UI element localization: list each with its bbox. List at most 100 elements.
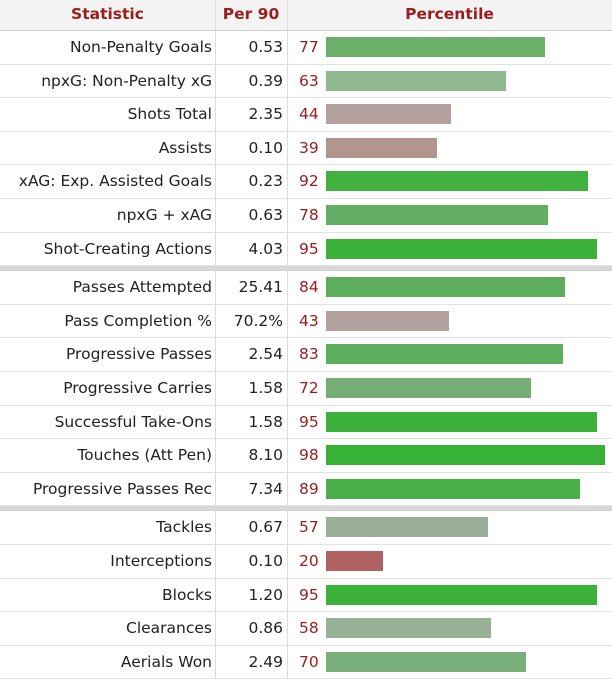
- per90-value: 2.54: [248, 345, 283, 364]
- table-row: Progressive Passes 2.54 83: [0, 338, 612, 372]
- stat-label: Passes Attempted: [72, 278, 212, 297]
- stat-label: Progressive Carries: [63, 378, 212, 397]
- percentile-bar: [326, 37, 545, 57]
- table-body: Non-Penalty Goals 0.53 77 npxG: Non-Penalty…: [0, 31, 612, 679]
- stat-label: Successful Take-Ons: [54, 412, 212, 431]
- stat-label: Non-Penalty Goals: [69, 38, 212, 56]
- group-separator: [0, 266, 612, 272]
- stat-label: npxG + xAG: [116, 205, 212, 224]
- table-row: Progressive Carries 1.58 72: [0, 372, 612, 406]
- percentile-bar: [326, 651, 526, 672]
- per90-value: 0.10: [248, 551, 283, 570]
- stat-label: Progressive Passes: [65, 345, 212, 364]
- table-row: Progressive Passes Rec 7.34 89: [0, 473, 612, 507]
- per90-value: 7.34: [248, 479, 283, 498]
- per90-value: 0.63: [248, 205, 283, 224]
- percentile-value: 43: [299, 311, 319, 330]
- table-row: Pass Completion % 70.2% 43: [0, 305, 612, 339]
- per90-value: 1.20: [248, 585, 283, 604]
- per90-value: 0.53: [248, 38, 283, 56]
- percentile-value: 44: [299, 105, 319, 124]
- percentile-value: 58: [299, 619, 319, 638]
- table-row: Clearances 0.86 58: [0, 612, 612, 646]
- per90-value: 0.23: [248, 172, 283, 191]
- stat-label: Assists: [158, 138, 212, 157]
- table-row: xAG: Exp. Assisted Goals 0.23 92: [0, 165, 612, 199]
- percentile-bar: [326, 238, 597, 259]
- percentile-value: 70: [299, 652, 319, 671]
- percentile-bar: [326, 104, 451, 125]
- per90-value: 0.10: [248, 138, 283, 157]
- percentile-bar: [326, 310, 449, 331]
- percentile-value: 63: [299, 71, 319, 90]
- percentile-value: 39: [299, 138, 319, 157]
- table-row: Non-Penalty Goals 0.53 77: [0, 31, 612, 65]
- percentile-value: 57: [299, 518, 319, 537]
- percentile-bar: [326, 344, 563, 365]
- percentile-value: 20: [299, 551, 319, 570]
- percentile-value: 78: [299, 205, 319, 224]
- stat-label: Shots Total: [127, 105, 212, 124]
- percentile-bar: [326, 171, 588, 192]
- per90-value: 8.10: [248, 446, 283, 465]
- percentile-bar: [326, 277, 565, 298]
- percentile-value: 84: [299, 278, 319, 297]
- stat-label: xAG: Exp. Assisted Goals: [18, 172, 212, 191]
- stat-label: Shot-Creating Actions: [43, 239, 212, 258]
- percentile-bar: [326, 517, 488, 538]
- percentile-bar: [326, 70, 506, 91]
- header-percentile[interactable]: Percentile: [405, 5, 494, 23]
- percentile-bar: [326, 618, 491, 639]
- percentile-bar: [326, 445, 605, 466]
- percentile-bar: [326, 137, 437, 158]
- per90-value: 0.39: [248, 71, 283, 90]
- percentile-value: 83: [299, 345, 319, 364]
- per90-value: 1.58: [248, 412, 283, 431]
- percentile-value: 95: [299, 412, 319, 431]
- per90-value: 2.35: [248, 105, 283, 124]
- per90-value: 70.2%: [233, 311, 283, 330]
- table-row: Aerials Won 2.49 70: [0, 646, 612, 679]
- column-divider: [287, 0, 288, 679]
- group-separator: [0, 506, 612, 512]
- per90-value: 2.49: [248, 652, 283, 671]
- header-per90[interactable]: Per 90: [222, 5, 280, 23]
- per90-value: 1.58: [248, 378, 283, 397]
- table-row: npxG: Non-Penalty xG 0.39 63: [0, 65, 612, 99]
- per90-value: 0.67: [248, 518, 283, 537]
- percentile-bar: [326, 411, 597, 432]
- stat-label: Interceptions: [110, 551, 212, 570]
- percentile-value: 72: [299, 378, 319, 397]
- percentile-value: 77: [299, 38, 319, 56]
- per90-value: 25.41: [238, 278, 283, 297]
- stat-label: Touches (Att Pen): [77, 446, 212, 465]
- percentile-bar: [326, 584, 597, 605]
- table-row: Shot-Creating Actions 4.03 95: [0, 233, 612, 267]
- table-row: Successful Take-Ons 1.58 95: [0, 406, 612, 440]
- stat-label: Blocks: [162, 585, 212, 604]
- table-row: Blocks 1.20 95: [0, 579, 612, 613]
- table-row: Touches (Att Pen) 8.10 98: [0, 439, 612, 473]
- percentile-value: 95: [299, 585, 319, 604]
- stat-label: Clearances: [126, 619, 212, 638]
- percentile-bar: [326, 478, 580, 499]
- per90-value: 0.86: [248, 619, 283, 638]
- percentile-value: 89: [299, 479, 319, 498]
- table-header: Statistic Per 90 Percentile: [0, 0, 612, 31]
- per90-value: 4.03: [248, 239, 283, 258]
- header-statistic[interactable]: Statistic: [71, 5, 144, 23]
- stat-label: Pass Completion %: [64, 311, 212, 330]
- percentile-bar: [326, 550, 383, 571]
- table-row: Passes Attempted 25.41 84: [0, 271, 612, 305]
- stat-label: npxG: Non-Penalty xG: [41, 71, 212, 90]
- table-row: Shots Total 2.35 44: [0, 98, 612, 132]
- percentile-bar: [326, 204, 548, 225]
- percentile-value: 98: [299, 446, 319, 465]
- stat-label: Progressive Passes Rec: [32, 479, 212, 498]
- table-row: Interceptions 0.10 20: [0, 545, 612, 579]
- table-row: npxG + xAG 0.63 78: [0, 199, 612, 233]
- column-divider: [215, 0, 216, 679]
- stat-label: Tackles: [156, 518, 212, 537]
- percentile-bar: [326, 377, 531, 398]
